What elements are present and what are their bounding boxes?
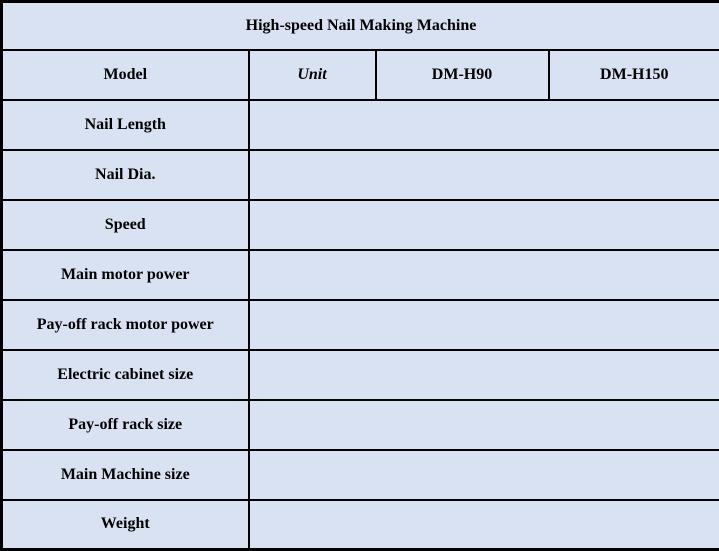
column-header-dm-h150: DM-H150 (547, 48, 719, 101)
redacted-values-cell (247, 148, 719, 201)
redacted-values-cell (247, 248, 719, 301)
table-row: Nail Dia. (0, 148, 719, 201)
redacted-values-cell (247, 448, 719, 501)
row-label-pay-off-rack-size: Pay-off rack size (0, 398, 250, 451)
row-label-nail-dia: Nail Dia. (0, 148, 250, 201)
table-row: Electric cabinet size (0, 348, 719, 401)
table-row: High-speed Nail Making Machine (0, 0, 719, 51)
table-row: Weight (0, 498, 719, 551)
column-header-dm-h90: DM-H90 (374, 48, 550, 101)
table-row: Nail Length (0, 98, 719, 151)
redacted-values-cell (247, 398, 719, 451)
table-row: Main Machine size (0, 448, 719, 501)
table-row: Model Unit DM-H90 DM-H150 (0, 48, 719, 101)
table-row: Main motor power (0, 248, 719, 301)
redacted-values-cell (247, 348, 719, 401)
table-row: Pay-off rack motor power (0, 298, 719, 351)
row-label-pay-off-rack-motor-power: Pay-off rack motor power (0, 298, 250, 351)
row-label-weight: Weight (0, 498, 250, 551)
table-title: High-speed Nail Making Machine (0, 0, 719, 51)
column-header-model: Model (0, 48, 250, 101)
row-label-main-motor-power: Main motor power (0, 248, 250, 301)
table-row: Pay-off rack size (0, 398, 719, 451)
redacted-values-cell (247, 498, 719, 551)
column-header-unit: Unit (247, 48, 377, 101)
redacted-values-cell (247, 198, 719, 251)
row-label-electric-cabinet-size: Electric cabinet size (0, 348, 250, 401)
redacted-values-cell (247, 98, 719, 151)
row-label-main-machine-size: Main Machine size (0, 448, 250, 501)
redacted-values-cell (247, 298, 719, 351)
row-label-speed: Speed (0, 198, 250, 251)
row-label-nail-length: Nail Length (0, 98, 250, 151)
table-row: Speed (0, 198, 719, 251)
